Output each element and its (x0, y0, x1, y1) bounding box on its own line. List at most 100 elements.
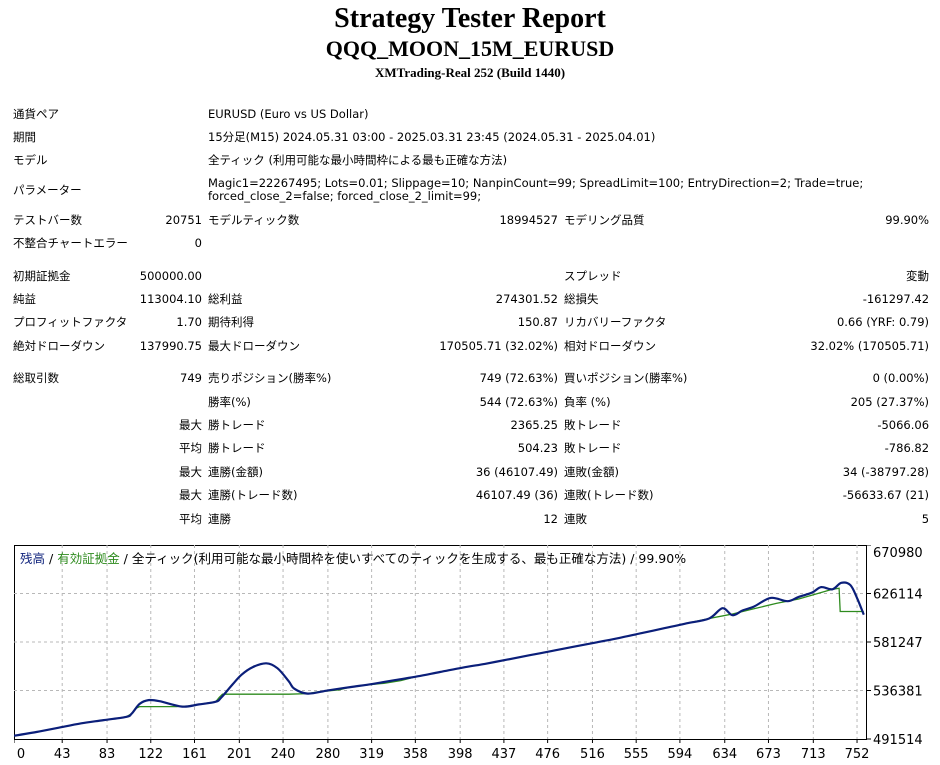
y-tick-label: 626114 (873, 587, 923, 602)
x-tick-label: 43 (54, 747, 71, 761)
server-build: XMTrading-Real 252 (Build 1440) (374, 65, 566, 80)
quality-label: モデリング品質 (564, 212, 645, 227)
report-subtitle: QQQ_MOON_15M_EURUSD (325, 36, 615, 61)
largest-win-value: 2365.25 (510, 417, 558, 432)
cons-losses-count-label: 連敗(トレード数) (564, 488, 654, 503)
cons-wins-count-value: 46107.49 (36) (475, 488, 558, 503)
cons-wins-amount-label: 連勝(金額) (208, 464, 263, 479)
largest-label: 最大 (179, 417, 202, 432)
max-drawdown-label: 最大ドローダウン (208, 338, 300, 353)
avg-cons-wins-value: 12 (543, 511, 558, 526)
x-tick-label: 476 (535, 747, 560, 761)
average-loss-value: -786.82 (884, 441, 930, 456)
gross-loss-value: -161297.42 (862, 292, 930, 307)
abs-drawdown-label: 絶対ドローダウン (13, 338, 105, 353)
x-tick-label: 516 (580, 747, 605, 761)
abs-drawdown-value: 137990.75 (139, 338, 202, 353)
mismatch-value: 0 (194, 236, 202, 251)
x-tick-label: 673 (756, 747, 781, 761)
period-value: 15分足(M15) 2024.05.31 03:00 - 2025.03.31 … (208, 130, 656, 145)
grid-layer (14, 545, 866, 739)
x-tick-label: 122 (138, 747, 163, 761)
legend-description: 全ティック(利用可能な最小時間枠を使いすべてのティックを生成する、最も正確な方法… (132, 551, 686, 566)
average-win-value: 504.23 (517, 441, 558, 456)
legend-equity: 有効証拠金 (57, 551, 120, 566)
y-tick-label: 491514 (873, 733, 923, 748)
quality-value: 99.90% (885, 212, 930, 227)
deposit-value: 500000.00 (139, 268, 202, 283)
spread-label: スプレッド (564, 268, 622, 283)
x-tick-label: 437 (491, 747, 516, 761)
recovery-factor-label: リカバリーファクタ (564, 315, 667, 330)
largest-win-label: 勝トレード (208, 417, 266, 432)
series-layer (13, 581, 865, 737)
legend-separator-2: / (120, 551, 132, 566)
avg-cons-label: 平均 (179, 511, 202, 526)
x-tick-label: 713 (801, 747, 826, 761)
short-positions-label: 売りポジション(勝率%) (208, 371, 332, 386)
profit-factor-label: プロフィットファクタ (13, 315, 128, 330)
legend-separator-1: / (45, 551, 57, 566)
x-tick-label: 555 (624, 747, 649, 761)
rel-drawdown-label: 相対ドローダウン (564, 338, 656, 353)
params-value: Magic1=22267495; Lots=0.01; Slippage=10;… (208, 176, 864, 204)
long-positions-label: 買いポジション(勝率%) (564, 371, 688, 386)
params-label: パラメーター (13, 183, 82, 198)
average-win-label: 勝トレード (208, 441, 266, 456)
ticks-label: モデルティック数 (208, 212, 300, 227)
avg-cons-wins-label: 連勝 (208, 511, 231, 526)
total-trades-label: 総取引数 (13, 371, 59, 386)
balance-line (13, 581, 865, 737)
loss-rate-label: 負率 (%) (564, 394, 611, 409)
spread-value: 変動 (906, 268, 930, 283)
loss-rate-value: 205 (27.37%) (850, 394, 930, 409)
cons-losses-amount-label: 連敗(金額) (564, 464, 619, 479)
x-axis: 0 43 83 122 161 201 240 280 319 358 398 437 476 516 55… (13, 739, 870, 762)
x-tick-label: 240 (271, 747, 296, 761)
x-tick-label: 634 (712, 747, 737, 761)
symbol-label: 通貨ペア (13, 106, 59, 121)
expected-payoff-value: 150.87 (517, 315, 558, 330)
gross-profit-value: 274301.52 (495, 292, 558, 307)
bars-value: 20751 (165, 212, 202, 227)
largest-loss-label: 敗トレード (564, 417, 622, 432)
total-trades-value: 749 (180, 371, 202, 386)
gross-profit-label: 総利益 (208, 292, 243, 307)
average-loss-label: 敗トレード (564, 441, 622, 456)
x-tick-label: 201 (227, 747, 252, 761)
expected-payoff-label: 期待利得 (208, 315, 254, 330)
profit-factor-value: 1.70 (176, 315, 202, 330)
long-positions-value: 0 (0.00%) (872, 371, 930, 386)
max-drawdown-value: 170505.71 (32.02%) (439, 338, 558, 353)
x-tick-label: 594 (667, 747, 692, 761)
x-tick-label: 0 (17, 747, 25, 761)
max-cons-count-label: 最大 (179, 488, 202, 503)
ticks-value: 18994527 (499, 212, 558, 227)
average-label: 平均 (179, 441, 202, 456)
short-positions-value: 749 (72.63%) (479, 371, 558, 386)
y-axis: 670980 626114 581247 536381 491514 (866, 544, 923, 748)
x-tick-label: 358 (403, 747, 428, 761)
y-tick-label: 536381 (873, 684, 923, 699)
rel-drawdown-value: 32.02% (170505.71) (810, 338, 930, 353)
x-tick-label: 319 (359, 747, 384, 761)
cons-wins-amount-value: 36 (46107.49) (475, 464, 558, 479)
y-tick-label: 670980 (873, 546, 923, 561)
report-table: 通貨ペア EURUSD (Euro vs US Dollar) 期間 15分足(… (10, 102, 932, 530)
x-tick-label: 161 (182, 747, 207, 761)
y-tick-label: 581247 (873, 636, 923, 651)
largest-loss-value: -5066.06 (877, 417, 930, 432)
max-cons-amount-label: 最大 (179, 464, 202, 479)
bars-label: テストバー数 (13, 212, 82, 227)
model-value: 全ティック (利用可能な最小時間枠による最も正確な方法) (208, 153, 508, 168)
x-tick-label: 398 (448, 747, 473, 761)
cons-losses-amount-value: 34 (-38797.28) (842, 464, 930, 479)
cons-wins-count-label: 連勝(トレード数) (208, 488, 298, 503)
chart-legend: 残高 / 有効証拠金 / 全ティック(利用可能な最小時間枠を使いすべてのティック… (20, 551, 686, 566)
deposit-label: 初期証拠金 (13, 268, 71, 283)
x-tick-label: 752 (845, 747, 870, 761)
win-rate-value: 544 (72.63%) (479, 394, 558, 409)
symbol-value: EURUSD (Euro vs US Dollar) (208, 106, 369, 121)
balance-chart-svg: 670980 626114 581247 536381 491514 0 43 83 122 1… (13, 544, 923, 762)
recovery-factor-value: 0.66 (YRF: 0.79) (836, 315, 930, 330)
